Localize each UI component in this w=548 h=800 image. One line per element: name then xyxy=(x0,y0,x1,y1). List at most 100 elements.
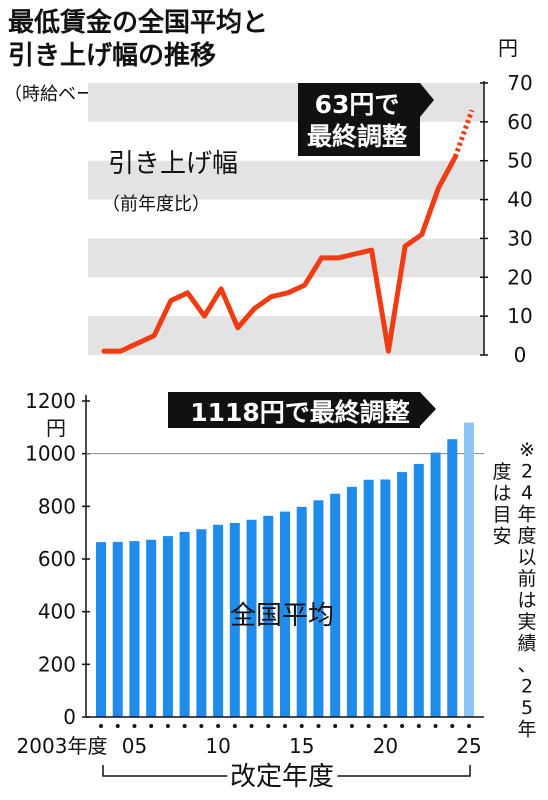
average-bar xyxy=(162,536,173,717)
x-tick-dot xyxy=(165,724,170,728)
average-bar xyxy=(313,500,324,717)
footnote-char: 以 xyxy=(517,547,536,569)
footnote-char: 目 xyxy=(492,504,511,526)
average-bar xyxy=(280,511,290,717)
y-tick-label: 0 xyxy=(514,343,527,367)
grid-band xyxy=(88,316,484,355)
footnote-char: 安 xyxy=(492,526,511,548)
average-bar xyxy=(196,529,207,717)
footnote-char: 4 xyxy=(521,482,533,504)
y-axis-right: 0 10 20 30 40 50 60 70 円 xyxy=(480,36,533,367)
x-tick-dot xyxy=(266,724,271,728)
average-bar xyxy=(263,515,274,717)
average-bar xyxy=(447,439,458,717)
average-bar xyxy=(296,506,307,717)
average-bar xyxy=(213,524,224,717)
series-label-average: 全国平均 xyxy=(230,601,334,631)
x-tick-dot xyxy=(283,724,287,728)
x-axis-bracket xyxy=(102,765,471,777)
average-bar xyxy=(397,472,408,717)
x-tick-label: 10 xyxy=(205,734,230,758)
x-tick-label: 15 xyxy=(289,734,314,758)
callout-raise-line2: 最終調整 xyxy=(307,122,407,151)
x-tick-dot xyxy=(383,724,388,728)
callout-raise-line1: 63円で xyxy=(315,90,400,119)
average-bar xyxy=(413,463,424,717)
y-tick-label: 60 xyxy=(507,110,532,134)
gridline-bands xyxy=(88,83,484,355)
y-tick-label: 200 xyxy=(38,652,76,676)
footnote-char: 2 xyxy=(521,676,533,698)
callout-average: 1118円で最終調整 xyxy=(168,392,436,428)
average-bar xyxy=(346,486,357,717)
footnote-char: は xyxy=(492,483,511,505)
y-tick-label: 600 xyxy=(38,547,76,571)
average-bar-forecast xyxy=(464,422,474,717)
y-tick-label: 70 xyxy=(507,71,532,95)
x-tick-dot xyxy=(366,724,371,728)
average-bar xyxy=(146,539,157,717)
footnote-char: 5 xyxy=(521,697,533,719)
y-tick-label: 400 xyxy=(38,600,76,624)
y-tick-label: 1200 xyxy=(25,389,76,413)
x-tick-label: 20 xyxy=(373,734,398,758)
average-bar xyxy=(380,479,391,717)
x-tick-dot xyxy=(199,724,204,728)
grid-band xyxy=(88,160,484,200)
x-tick-dot xyxy=(216,724,221,728)
y-tick-label: 1000 xyxy=(25,442,76,466)
average-bar xyxy=(179,531,190,717)
x-tick-dot xyxy=(299,724,304,728)
footnote-char: 2 xyxy=(521,461,533,483)
y-tick-label: 0 xyxy=(63,705,76,729)
y-tick-label: 800 xyxy=(38,494,76,518)
y-tick-label: 30 xyxy=(507,226,532,250)
footnote-char: 度 xyxy=(492,461,511,483)
footnote-char: は xyxy=(517,590,536,612)
average-bar xyxy=(129,541,140,717)
raise-points xyxy=(103,110,473,352)
x-tick-dot xyxy=(450,724,455,728)
raise-series-line xyxy=(101,154,458,354)
y-tick-label: 10 xyxy=(507,304,532,328)
series-sublabel-raise: （前年度比） xyxy=(102,194,210,215)
x-tick-dot xyxy=(115,724,120,728)
y-tick-label: 20 xyxy=(507,265,532,289)
average-bar xyxy=(330,493,341,717)
x-tick-dot xyxy=(99,724,103,728)
average-bar xyxy=(246,519,257,717)
x-tick-dot xyxy=(349,724,354,728)
x-tick-label: 2003年度 xyxy=(17,734,108,758)
callout-average-text: 1118円で最終調整 xyxy=(190,398,410,427)
footnote-char: ※ xyxy=(519,439,535,461)
footnote-char: 績 xyxy=(517,633,536,655)
x-tick-label: 25 xyxy=(456,734,481,758)
y-tick-label: 40 xyxy=(507,188,532,212)
x-tick-dot xyxy=(132,724,137,728)
average-bar xyxy=(430,452,441,717)
x-tick-dot xyxy=(249,724,254,728)
x-tick-label: 05 xyxy=(122,734,147,758)
y-tick-label: 50 xyxy=(507,149,532,173)
x-tick-dot xyxy=(149,724,154,728)
x-tick-dot xyxy=(433,724,438,728)
callout-raise-box xyxy=(298,83,434,156)
raise-line-chart: 0 10 20 30 40 50 60 70 円 引き上げ幅 （前年度比） 63円で 最終調整 xyxy=(88,36,533,367)
average-bar xyxy=(112,541,123,717)
footnote-char: 年 xyxy=(517,719,536,741)
x-tick-dot xyxy=(333,724,338,728)
x-axis: 2003年度 05 10 15 20 25 改定年度 xyxy=(17,716,484,797)
average-bar xyxy=(363,479,374,717)
x-axis-title: 改定年度 xyxy=(230,762,334,792)
average-bar xyxy=(229,522,240,717)
x-tick-dot xyxy=(416,724,421,728)
x-tick-dot xyxy=(232,724,237,728)
footnote-char: 、 xyxy=(517,654,536,676)
x-tick-dot xyxy=(467,724,471,728)
average-bar-chart: 0 200 400 600 800 1000 1200 円 2003年度 05 10 15 20 25 改… xyxy=(17,389,484,797)
raise-forecast-line xyxy=(452,109,475,158)
callout-average-box xyxy=(168,392,436,428)
x-tick-dot xyxy=(182,724,187,728)
